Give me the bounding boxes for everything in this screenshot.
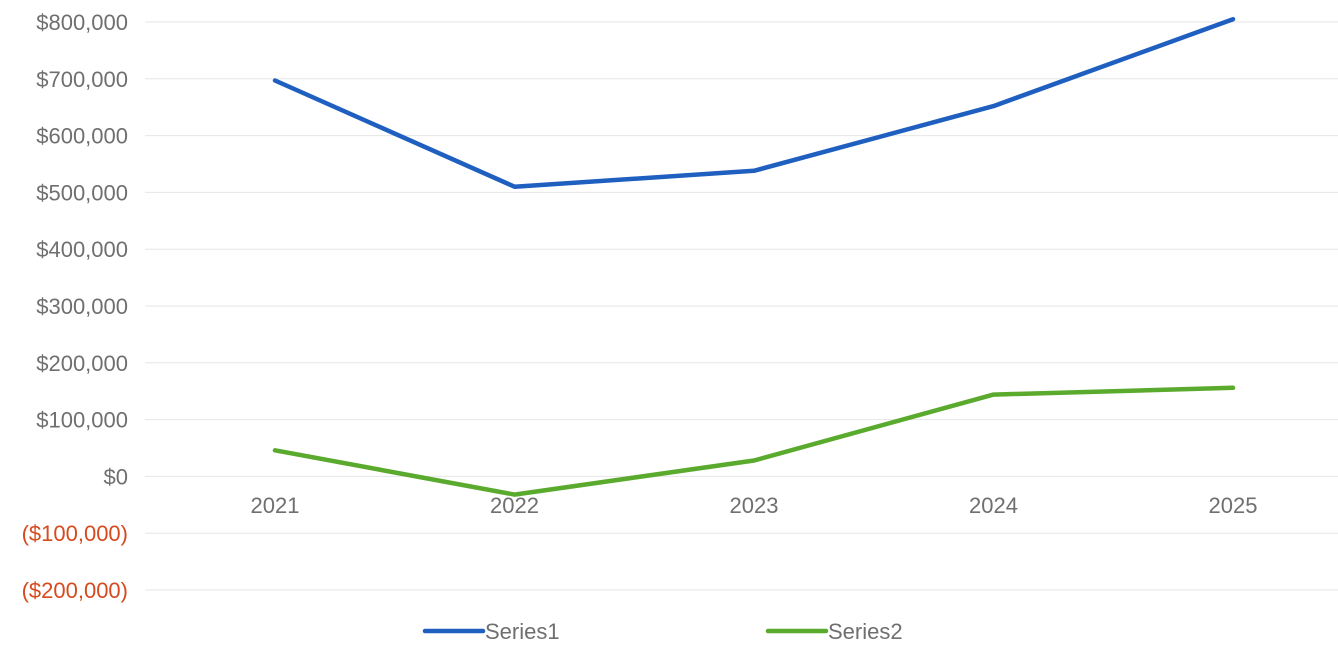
y-tick-label: ($100,000)	[22, 521, 128, 546]
legend: Series1 Series2	[422, 619, 903, 644]
y-tick-label: $300,000	[36, 294, 128, 319]
series-line-series1	[272, 16, 1236, 189]
series-line-series2	[272, 385, 1236, 497]
y-tick-label: $400,000	[36, 237, 128, 262]
legend-label: Series1	[485, 619, 560, 644]
legend-label: Series2	[828, 619, 903, 644]
x-tick-label: 2024	[969, 493, 1018, 518]
x-tick-label: 2023	[730, 493, 779, 518]
y-tick-label: $600,000	[36, 124, 128, 149]
legend-item-series1: Series1	[422, 619, 560, 644]
x-tick-label: 2022	[490, 493, 539, 518]
series-lines	[272, 16, 1236, 497]
x-tick-label: 2021	[251, 493, 300, 518]
y-tick-label: $100,000	[36, 408, 128, 433]
x-tick-label: 2025	[1209, 493, 1258, 518]
y-tick-label: ($200,000)	[22, 578, 128, 603]
legend-item-series2: Series2	[765, 619, 903, 644]
y-tick-label: $0	[104, 464, 128, 489]
y-tick-label: $800,000	[36, 10, 128, 35]
gridlines	[145, 21, 1338, 591]
y-axis-tick-labels: $800,000 $700,000 $600,000 $500,000 $400,000…	[22, 10, 128, 603]
y-tick-label: $500,000	[36, 180, 128, 205]
x-axis-tick-labels: 2021 2022 2023 2024 2025	[251, 493, 1258, 518]
y-tick-label: $700,000	[36, 67, 128, 92]
y-tick-label: $200,000	[36, 351, 128, 376]
